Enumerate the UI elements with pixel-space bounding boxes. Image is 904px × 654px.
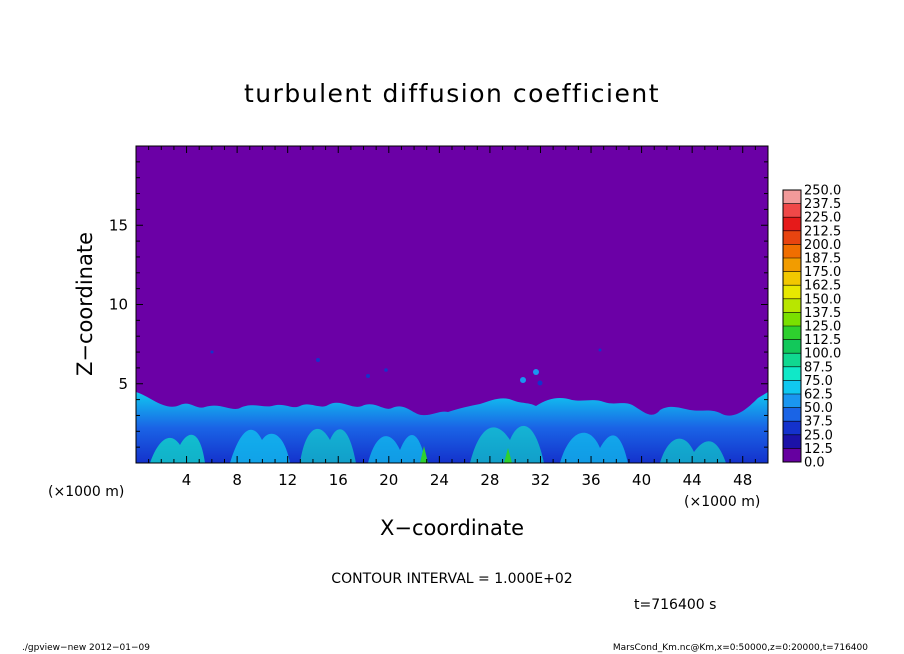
x-tick-label: 40	[632, 471, 651, 489]
colorbar-label: 200.0	[804, 238, 841, 253]
footer-right: MarsCond_Km.nc@Km,x=0:50000,z=0:20000,t=…	[613, 643, 868, 653]
colorbar-label: 0.0	[804, 456, 825, 471]
colorbar-swatch	[783, 285, 801, 300]
colorbar-label: 87.5	[804, 360, 833, 375]
x-tick-label: 44	[683, 471, 702, 489]
colorbar-swatch	[783, 366, 801, 381]
y-tick-label: 10	[109, 296, 128, 314]
colorbar-label: 100.0	[804, 347, 841, 362]
colorbar-swatch	[783, 271, 801, 286]
colorbar-label: 150.0	[804, 292, 841, 307]
x-unit-label-left: (×1000 m)	[48, 484, 124, 500]
colorbar-swatch	[783, 353, 801, 368]
x-tick-label: 4	[182, 471, 192, 489]
colorbar-label: 37.5	[804, 415, 833, 430]
y-tick-label: 15	[109, 216, 128, 234]
colorbar-swatch	[783, 326, 801, 340]
x-tick-label: 16	[329, 471, 348, 489]
x-tick-label: 48	[733, 471, 752, 489]
colorbar-label: 62.5	[804, 388, 833, 403]
colorbar-label: 75.0	[804, 374, 833, 389]
colorbar-label: 162.5	[804, 279, 841, 294]
colorbar-label: 187.5	[804, 252, 841, 267]
x-tick-label: 28	[480, 471, 499, 489]
colorbar-swatch	[783, 190, 801, 204]
colorbar-swatch	[783, 380, 801, 395]
colorbar-swatch	[783, 394, 801, 408]
x-axis-label: X−coordinate	[380, 516, 524, 540]
colorbar-label: 50.0	[804, 401, 833, 416]
y-axis-ticks: 5 10 15	[109, 161, 768, 448]
x-tick-label: 20	[379, 471, 398, 489]
colorbar-swatch	[783, 217, 801, 232]
colorbar-swatch	[783, 421, 801, 436]
x-tick-label: 36	[581, 471, 600, 489]
colorbar-swatch	[783, 448, 801, 463]
colorbar-label: 25.0	[804, 428, 833, 443]
colorbar-label: 112.5	[804, 333, 841, 348]
colorbar-swatch	[783, 258, 801, 272]
colorbar-swatch	[783, 312, 801, 327]
colorbar-label: 125.0	[804, 320, 841, 335]
colorbar-swatch	[783, 407, 801, 422]
x-tick-label: 32	[531, 471, 550, 489]
chart-title: turbulent diffusion coefficient	[244, 79, 660, 108]
x-tick-label: 24	[430, 471, 449, 489]
x-tick-label: 8	[232, 471, 242, 489]
colorbar-swatch	[783, 434, 801, 449]
colorbar-label: 237.5	[804, 197, 841, 212]
x-axis-ticks: 4 8 12 16 20 24 28 32 36 40 44 48	[148, 146, 756, 489]
colorbar-label: 212.5	[804, 224, 841, 239]
colorbar-swatch	[783, 339, 801, 354]
time-label: t=716400 s	[634, 597, 716, 613]
footer-left: ./gpview−new 2012−01−09	[22, 643, 150, 653]
colorbar: 250.0237.5225.0212.5200.0187.5175.0162.5…	[782, 184, 841, 471]
contour-interval-label: CONTOUR INTERVAL = 1.000E+02	[331, 571, 572, 587]
x-tick-label: 12	[278, 471, 297, 489]
colorbar-label: 12.5	[804, 442, 833, 457]
colorbar-label: 225.0	[804, 211, 841, 226]
y-tick-label: 5	[118, 375, 128, 393]
colorbar-swatch	[783, 203, 801, 218]
y-axis-label: Z−coordinate	[73, 232, 97, 376]
colorbar-swatch	[783, 230, 801, 245]
colorbar-label: 250.0	[804, 184, 841, 199]
x-unit-label-right: (×1000 m)	[684, 494, 760, 510]
colorbar-label: 137.5	[804, 306, 841, 321]
colorbar-swatch	[783, 298, 801, 313]
colorbar-label: 175.0	[804, 265, 841, 280]
colorbar-swatch	[783, 244, 801, 259]
turbulent-layer	[136, 348, 768, 463]
